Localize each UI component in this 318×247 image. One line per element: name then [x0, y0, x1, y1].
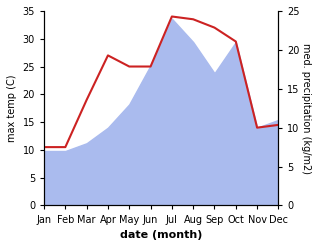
Y-axis label: med. precipitation (kg/m2): med. precipitation (kg/m2)	[301, 43, 311, 174]
Y-axis label: max temp (C): max temp (C)	[7, 74, 17, 142]
X-axis label: date (month): date (month)	[120, 230, 203, 240]
